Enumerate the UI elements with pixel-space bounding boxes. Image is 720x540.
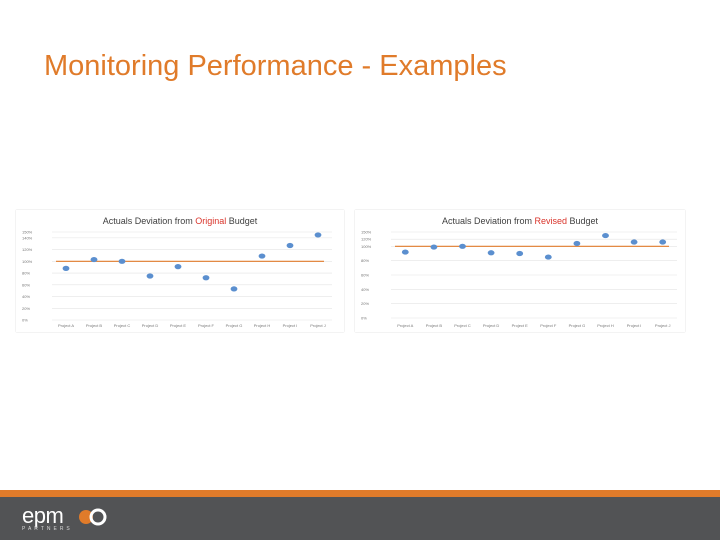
x-tick-label: Project G [226, 323, 243, 328]
data-point [659, 239, 667, 245]
y-tick-label: 100% [22, 259, 33, 264]
x-tick-label: Project B [86, 323, 103, 328]
chart-title-part: Budget [226, 216, 258, 226]
data-point [573, 240, 581, 247]
x-tick-label: Project J [655, 323, 671, 328]
x-tick-label: Project C [454, 323, 471, 328]
slide-title: Monitoring Performance - Examples [44, 50, 507, 82]
data-point [202, 275, 210, 281]
data-point [602, 232, 609, 239]
chart-original-budget-svg: Actuals Deviation from Original Budget 0%… [22, 216, 332, 328]
data-point [90, 256, 98, 263]
data-point [286, 242, 294, 249]
chart-title: Actuals Deviation from Original Budget [103, 216, 258, 226]
y-tick-label: 20% [361, 301, 369, 306]
logo-subtitle: PARTNERS [22, 526, 73, 532]
x-tick-label: Project B [426, 323, 443, 328]
y-tick-label: 60% [361, 273, 369, 278]
y-tick-label: 40% [22, 294, 30, 299]
y-tick-label: 120% [22, 247, 33, 252]
chart-title-part: Actuals Deviation from [103, 216, 196, 226]
data-point [174, 264, 182, 270]
data-point [544, 254, 552, 260]
chart-title-part: Revised [535, 216, 568, 226]
x-tick-label: Project J [310, 323, 326, 328]
y-tick-label: 60% [22, 282, 30, 287]
x-tick-label: Project F [198, 323, 215, 328]
chart-revised-budget: Actuals Deviation from Revised Budget 0% 2… [355, 210, 685, 332]
data-point [516, 250, 524, 257]
x-tick-label: Project G [569, 323, 586, 328]
x-tick-label: Project E [170, 323, 187, 328]
footer-accent-stripe [0, 490, 720, 497]
data-point [62, 265, 70, 271]
company-logo: epm PARTNERS [22, 503, 132, 535]
data-point [230, 286, 238, 292]
x-tick-label: Project A [397, 323, 413, 328]
chart-original-budget: Actuals Deviation from Original Budget 0%… [16, 210, 344, 332]
y-tick-label: 100% [361, 244, 372, 249]
y-tick-label: 80% [361, 258, 369, 263]
y-tick-label: 80% [22, 271, 30, 276]
x-tick-label: Project D [142, 323, 159, 328]
data-point [630, 239, 638, 245]
logo-mark-icon [79, 508, 107, 526]
y-tick-label: 0% [22, 318, 28, 323]
y-tick-label: 150% [361, 230, 372, 235]
data-point [430, 244, 438, 250]
data-point [258, 253, 266, 259]
y-tick-label: 140% [22, 235, 33, 240]
x-tick-label: Project F [540, 323, 557, 328]
chart-title-part: Original [195, 216, 226, 226]
y-tick-label: 0% [361, 316, 367, 321]
y-tick-label: 150% [22, 230, 33, 235]
data-point [487, 250, 495, 256]
chart-title-part: Actuals Deviation from [442, 216, 535, 226]
y-tick-label: 40% [361, 287, 369, 292]
chart-title: Actuals Deviation from Revised Budget [442, 216, 599, 226]
y-tick-label: 120% [361, 237, 372, 242]
y-tick-label: 20% [22, 306, 30, 311]
x-tick-label: Project A [58, 323, 74, 328]
x-tick-label: Project I [627, 323, 642, 328]
footer-bar: epm PARTNERS [0, 497, 720, 540]
data-point [118, 258, 126, 264]
x-tick-label: Project I [283, 323, 298, 328]
chart-revised-budget-svg: Actuals Deviation from Revised Budget 0% 2… [361, 216, 677, 328]
chart-title-part: Budget [567, 216, 599, 226]
x-tick-label: Project D [483, 323, 500, 328]
data-point [459, 243, 466, 249]
x-tick-label: Project C [114, 323, 131, 328]
x-tick-label: Project H [254, 323, 271, 328]
x-tick-label: Project H [597, 323, 614, 328]
x-tick-label: Project E [512, 323, 529, 328]
data-point [401, 249, 409, 255]
data-point [146, 273, 154, 279]
logo-word: epm [22, 503, 64, 528]
data-point [314, 232, 322, 238]
